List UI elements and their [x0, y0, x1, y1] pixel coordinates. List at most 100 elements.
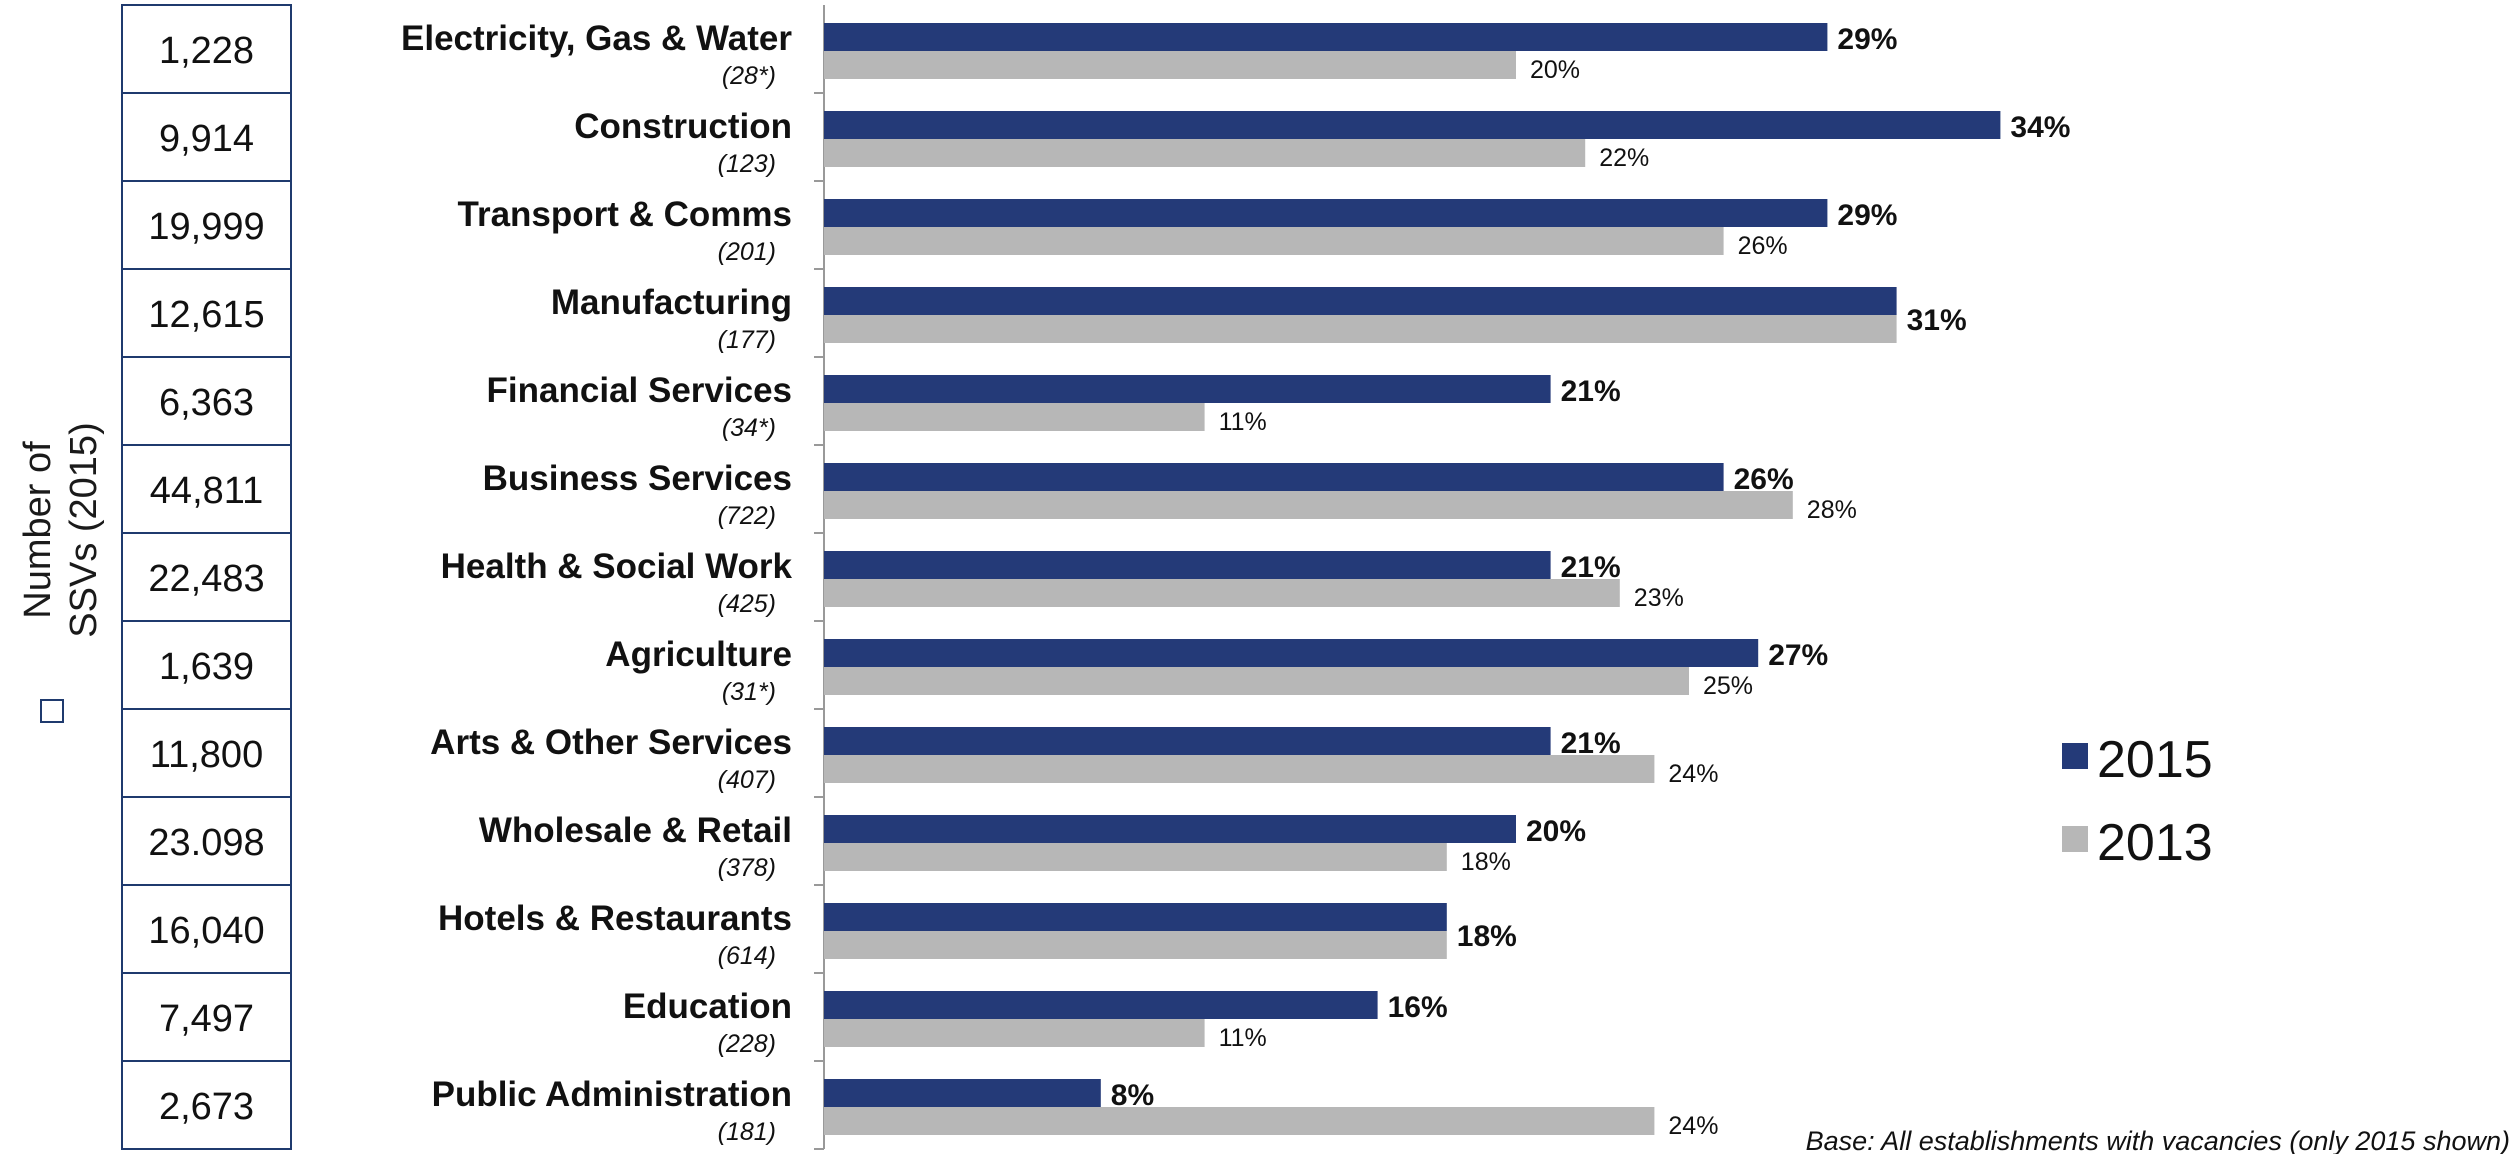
legend: 2015 2013	[2062, 731, 2213, 872]
bar-2015	[824, 815, 1516, 843]
category-label: Agriculture	[605, 635, 792, 674]
data-label-2015: 27%	[1768, 639, 1828, 672]
data-label-2015: 8%	[1111, 1079, 1154, 1112]
category-label: Financial Services	[487, 371, 792, 410]
category-base: (177)	[718, 326, 776, 354]
ssv-count-cell: 19,999	[148, 206, 264, 248]
data-label-2013: 20%	[1530, 56, 1580, 84]
bar-series	[824, 23, 2001, 1135]
ssv-count-cell: 44,811	[150, 470, 263, 512]
category-base: (28*)	[722, 62, 776, 90]
category-base: (614)	[718, 942, 776, 970]
bar-2015	[824, 551, 1551, 579]
data-label-2015: 31%	[1907, 304, 1967, 337]
side-label-line2: SSVs (2015)	[63, 422, 105, 637]
data-label-2015: 26%	[1734, 463, 1794, 496]
data-label-2013: 24%	[1668, 760, 1718, 788]
data-label-2015: 34%	[2010, 111, 2070, 144]
data-label-2013: 28%	[1807, 496, 1857, 524]
data-label-2015: 20%	[1526, 815, 1586, 848]
bar-2013	[824, 139, 1586, 167]
data-label-2015: 29%	[1837, 199, 1897, 232]
data-label-2013: 24%	[1668, 1112, 1718, 1140]
data-label-2013: 22%	[1599, 144, 1649, 172]
bar-2015	[824, 639, 1759, 667]
category-label: Electricity, Gas & Water	[401, 19, 792, 58]
ssv-count-cell: 7,497	[159, 998, 254, 1040]
ssv-count-cell: 2,673	[159, 1086, 254, 1128]
bar-2013	[824, 931, 1447, 959]
data-label-2013: 11%	[1219, 1024, 1267, 1052]
bar-2015	[824, 375, 1551, 403]
data-label-2015: 29%	[1837, 23, 1897, 56]
category-base: (378)	[718, 854, 776, 882]
bar-2015	[824, 23, 1828, 51]
category-base: (181)	[718, 1118, 776, 1146]
data-label-2015: 21%	[1561, 727, 1621, 760]
data-label-2013: 18%	[1461, 848, 1511, 876]
legend-swatch-2015	[2062, 743, 2088, 769]
ssv-count-cell: 12,615	[148, 294, 264, 336]
bar-2013	[824, 403, 1205, 431]
data-label-2015: 21%	[1561, 375, 1621, 408]
bar-2015	[824, 287, 1897, 315]
category-label: Transport & Comms	[458, 195, 793, 234]
ssv-count-cell: 11,800	[150, 734, 263, 776]
data-label-2013: 25%	[1703, 672, 1753, 700]
bar-2013	[824, 491, 1793, 519]
category-base: (123)	[718, 150, 776, 178]
side-label-line1: Number of	[17, 441, 59, 619]
bar-2013	[824, 315, 1897, 343]
ssv-count-cell: 16,040	[148, 910, 264, 952]
category-label: Health & Social Work	[441, 547, 793, 586]
bar-2015	[824, 199, 1828, 227]
data-label-2013: 23%	[1634, 584, 1684, 612]
category-base: (722)	[718, 502, 776, 530]
category-label: Construction	[574, 107, 792, 146]
category-base: (201)	[718, 238, 776, 266]
bar-2013	[824, 227, 1724, 255]
ssv-count-cell: 22,483	[148, 558, 264, 600]
category-label: Education	[623, 987, 792, 1026]
data-labels: 29% 20% 34% 22% 29% 26% 31% 21% 11% 26% 28% 21% 23% 2…	[1111, 23, 2071, 1140]
ssv-count-cell: 23.098	[148, 822, 264, 864]
bar-2013	[824, 579, 1620, 607]
ssv-count-cell: 9,914	[159, 118, 254, 160]
category-label: Public Administration	[432, 1075, 792, 1114]
bar-2015	[824, 903, 1447, 931]
category-label: Arts & Other Services	[430, 723, 792, 762]
bar-2015	[824, 111, 2001, 139]
category-label: Hotels & Restaurants	[438, 899, 792, 938]
category-base: (31*)	[722, 678, 776, 706]
data-label-2013: 26%	[1738, 232, 1788, 260]
bar-2013	[824, 667, 1689, 695]
category-base: (425)	[718, 590, 776, 618]
category-label: Business Services	[483, 459, 792, 498]
legend-label-2013: 2013	[2097, 814, 2213, 872]
category-base: (407)	[718, 766, 776, 794]
side-label-group: Number of SSVs (2015)	[17, 422, 105, 637]
ssv-table: 1,228 9,914 19,999 12,615 6,363 44,811 22,483 1…	[121, 4, 292, 1150]
bar-2013	[824, 51, 1516, 79]
data-label-2015: 18%	[1457, 920, 1517, 953]
legend-swatch-2013	[2062, 826, 2088, 852]
category-axis	[814, 5, 825, 1150]
side-label-checkbox-icon	[40, 699, 64, 723]
category-label: Manufacturing	[551, 283, 792, 322]
bar-2015	[824, 1079, 1101, 1107]
ssv-table-border	[121, 4, 292, 1150]
bar-2013	[824, 1107, 1655, 1135]
ssv-count-cell: 1,228	[159, 30, 254, 72]
data-label-2013: 11%	[1219, 408, 1267, 436]
bar-2013	[824, 755, 1655, 783]
ssv-count-cell: 6,363	[159, 382, 254, 424]
bar-2015	[824, 463, 1724, 491]
category-base: (34*)	[722, 414, 776, 442]
bar-2015	[824, 991, 1378, 1019]
footnote: Base: All establishments with vacancies …	[1806, 1126, 2510, 1154]
category-label: Wholesale & Retail	[479, 811, 792, 850]
legend-label-2015: 2015	[2097, 731, 2213, 789]
data-label-2015: 16%	[1388, 991, 1448, 1024]
data-label-2015: 21%	[1561, 551, 1621, 584]
